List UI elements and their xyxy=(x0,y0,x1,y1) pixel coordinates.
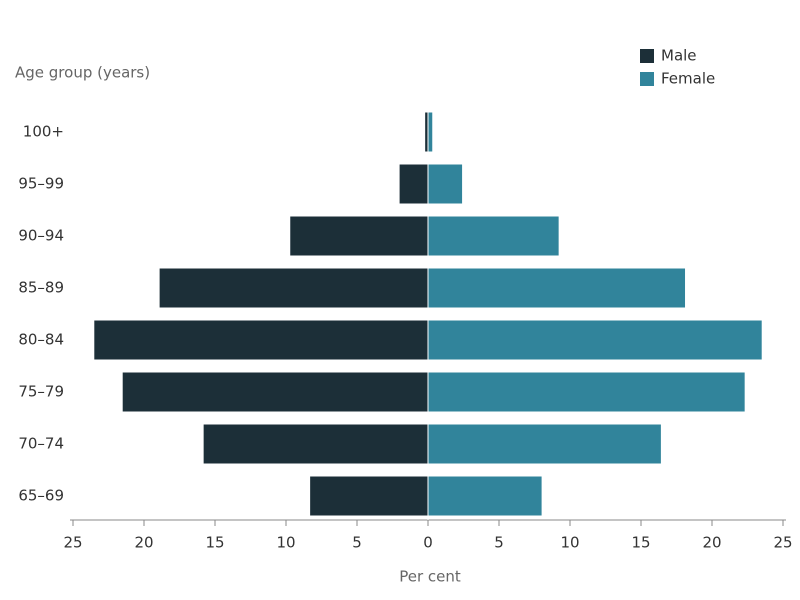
x-tick-label: 10 xyxy=(276,534,295,552)
x-tick-label: 20 xyxy=(702,534,721,552)
bar xyxy=(428,216,559,256)
bar xyxy=(428,424,661,464)
bar xyxy=(122,372,428,412)
bar xyxy=(425,112,428,152)
bar xyxy=(428,372,745,412)
y-tick-label: 90–94 xyxy=(18,227,64,245)
bar xyxy=(399,164,428,204)
bar xyxy=(159,268,428,308)
x-tick-label: 25 xyxy=(63,534,82,552)
bar xyxy=(428,476,542,516)
bar xyxy=(428,164,463,204)
y-axis-title: Age group (years) xyxy=(15,64,150,82)
x-tick-label: 20 xyxy=(134,534,153,552)
bar xyxy=(428,320,762,360)
x-tick-label: 15 xyxy=(205,534,224,552)
x-tick-label: 25 xyxy=(773,534,792,552)
bar xyxy=(290,216,428,256)
x-axis-title: Per cent xyxy=(399,568,461,586)
x-tick-label: 10 xyxy=(560,534,579,552)
legend-label: Male xyxy=(661,47,697,65)
bar xyxy=(428,112,433,152)
x-tick-label: 15 xyxy=(631,534,650,552)
y-tick-label: 85–89 xyxy=(18,279,64,297)
x-tick-label: 0 xyxy=(423,534,433,552)
y-tick-label: 70–74 xyxy=(18,435,64,453)
y-tick-label: 75–79 xyxy=(18,383,64,401)
bar xyxy=(310,476,428,516)
x-tick-label: 5 xyxy=(494,534,504,552)
x-tick-label: 5 xyxy=(352,534,362,552)
legend-label: Female xyxy=(661,70,715,88)
bar xyxy=(203,424,428,464)
legend-swatch xyxy=(640,49,654,63)
legend-swatch xyxy=(640,72,654,86)
y-tick-label: 95–99 xyxy=(18,175,64,193)
y-tick-label: 65–69 xyxy=(18,487,64,505)
y-tick-label: 100+ xyxy=(23,123,64,141)
bar xyxy=(94,320,429,360)
bar xyxy=(428,268,686,308)
y-tick-label: 80–84 xyxy=(18,331,64,349)
